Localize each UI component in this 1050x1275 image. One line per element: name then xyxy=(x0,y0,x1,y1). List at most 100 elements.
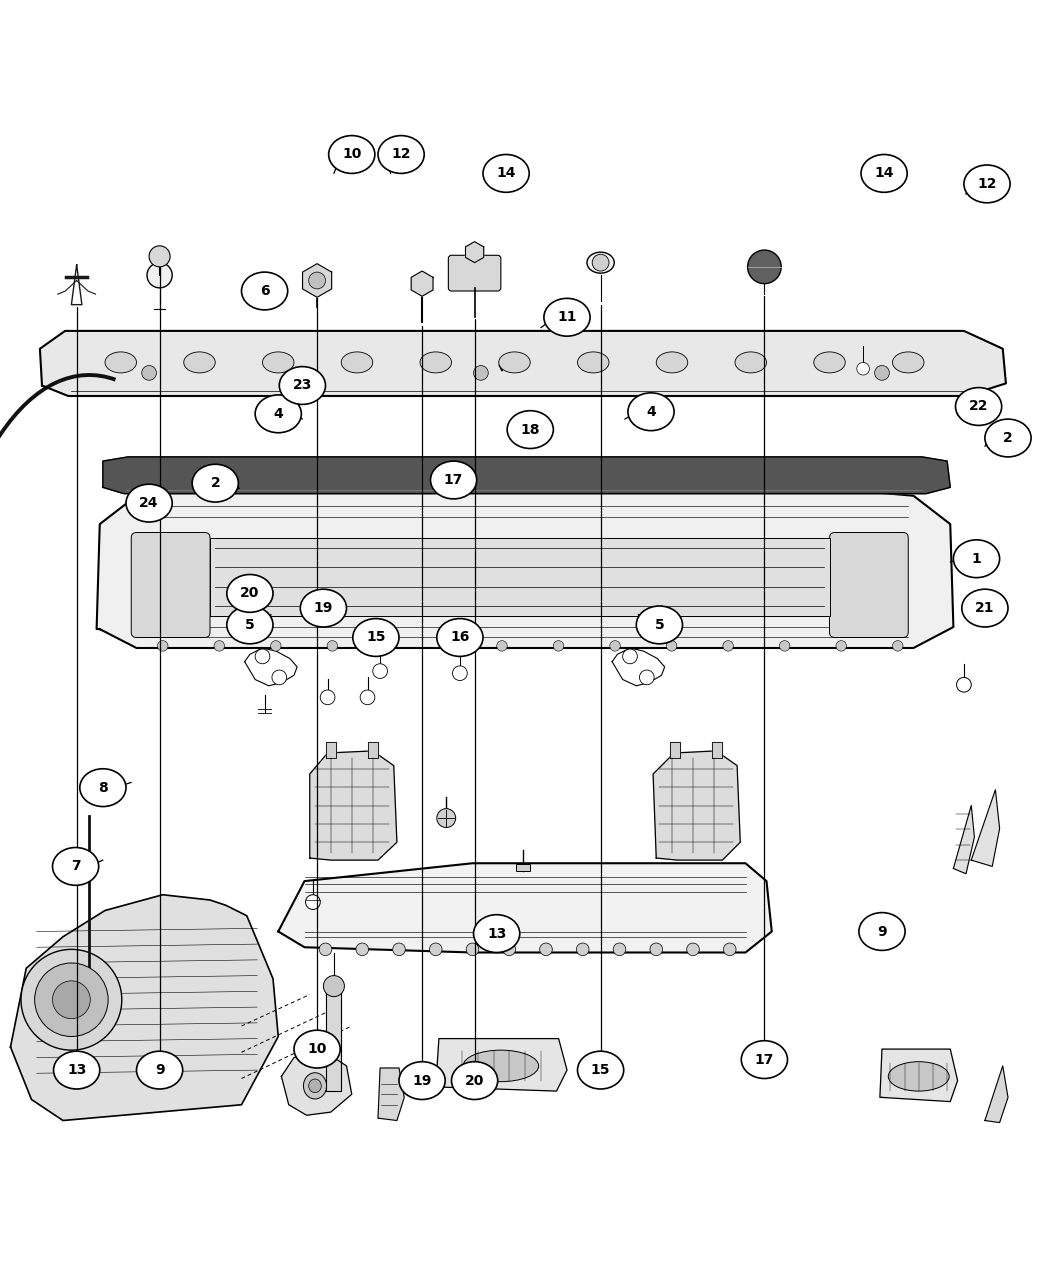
Ellipse shape xyxy=(892,352,924,372)
Circle shape xyxy=(271,640,281,652)
Circle shape xyxy=(875,366,889,380)
Ellipse shape xyxy=(507,411,553,449)
Text: 13: 13 xyxy=(67,1063,86,1077)
Circle shape xyxy=(639,671,654,685)
Circle shape xyxy=(576,944,589,956)
Polygon shape xyxy=(10,895,278,1121)
Circle shape xyxy=(149,246,170,266)
Circle shape xyxy=(857,362,869,375)
Text: 5: 5 xyxy=(654,618,665,632)
Circle shape xyxy=(214,640,225,652)
Text: 14: 14 xyxy=(497,167,516,180)
Ellipse shape xyxy=(964,164,1010,203)
Text: 19: 19 xyxy=(413,1074,432,1088)
Text: 15: 15 xyxy=(591,1063,610,1077)
Ellipse shape xyxy=(294,1030,340,1068)
Ellipse shape xyxy=(242,272,288,310)
Text: 21: 21 xyxy=(975,601,994,615)
Circle shape xyxy=(687,944,699,956)
Text: 11: 11 xyxy=(558,310,576,324)
Text: 22: 22 xyxy=(969,399,988,413)
Circle shape xyxy=(373,664,387,678)
Circle shape xyxy=(319,944,332,956)
Ellipse shape xyxy=(463,1051,539,1081)
Text: 23: 23 xyxy=(293,379,312,393)
Ellipse shape xyxy=(859,913,905,950)
Text: 15: 15 xyxy=(366,631,385,644)
Polygon shape xyxy=(97,469,953,648)
Circle shape xyxy=(360,690,375,705)
Polygon shape xyxy=(670,742,680,759)
FancyBboxPatch shape xyxy=(830,533,908,638)
Ellipse shape xyxy=(279,367,326,404)
Text: 2: 2 xyxy=(210,476,220,490)
Polygon shape xyxy=(210,538,830,617)
Ellipse shape xyxy=(741,1040,788,1079)
Circle shape xyxy=(553,640,564,652)
Ellipse shape xyxy=(953,539,1000,578)
Polygon shape xyxy=(310,751,397,861)
Text: 9: 9 xyxy=(877,924,887,938)
Ellipse shape xyxy=(985,419,1031,456)
Circle shape xyxy=(779,640,790,652)
Circle shape xyxy=(497,640,507,652)
Circle shape xyxy=(892,640,903,652)
Polygon shape xyxy=(953,806,974,873)
Text: 2: 2 xyxy=(1003,431,1013,445)
Text: 8: 8 xyxy=(98,780,108,794)
Ellipse shape xyxy=(353,618,399,657)
Text: 19: 19 xyxy=(314,601,333,615)
Circle shape xyxy=(723,944,736,956)
Ellipse shape xyxy=(452,1062,498,1099)
Circle shape xyxy=(21,950,122,1051)
Circle shape xyxy=(309,272,326,289)
Circle shape xyxy=(540,944,552,956)
Polygon shape xyxy=(103,456,950,493)
Polygon shape xyxy=(368,742,378,759)
Circle shape xyxy=(592,254,609,272)
Circle shape xyxy=(272,671,287,685)
Circle shape xyxy=(466,944,479,956)
Polygon shape xyxy=(436,1039,567,1091)
Circle shape xyxy=(650,944,663,956)
Text: 4: 4 xyxy=(646,404,656,418)
Circle shape xyxy=(836,640,846,652)
Text: 13: 13 xyxy=(487,927,506,941)
Ellipse shape xyxy=(430,462,477,499)
Polygon shape xyxy=(985,1066,1008,1122)
Polygon shape xyxy=(712,742,722,759)
Polygon shape xyxy=(412,272,433,296)
Text: 6: 6 xyxy=(259,284,270,298)
FancyBboxPatch shape xyxy=(131,533,210,638)
Ellipse shape xyxy=(437,618,483,657)
Text: 12: 12 xyxy=(392,148,411,162)
Text: 10: 10 xyxy=(308,1042,327,1056)
Ellipse shape xyxy=(956,388,1002,426)
Text: 20: 20 xyxy=(465,1074,484,1088)
Polygon shape xyxy=(653,751,740,861)
Circle shape xyxy=(722,640,733,652)
Ellipse shape xyxy=(309,1079,321,1093)
Text: 9: 9 xyxy=(154,1063,165,1077)
Circle shape xyxy=(52,980,90,1019)
Ellipse shape xyxy=(483,154,529,193)
Polygon shape xyxy=(880,1049,958,1102)
Circle shape xyxy=(667,640,677,652)
Text: 10: 10 xyxy=(342,148,361,162)
Text: 16: 16 xyxy=(450,631,469,644)
Circle shape xyxy=(957,677,971,692)
Polygon shape xyxy=(302,264,332,297)
Text: 24: 24 xyxy=(140,496,159,510)
Circle shape xyxy=(320,690,335,705)
Circle shape xyxy=(306,895,320,909)
Polygon shape xyxy=(971,789,1000,867)
Circle shape xyxy=(623,649,637,664)
Circle shape xyxy=(610,640,621,652)
Ellipse shape xyxy=(52,848,99,885)
Circle shape xyxy=(158,640,168,652)
Ellipse shape xyxy=(300,589,346,627)
Circle shape xyxy=(440,640,450,652)
Ellipse shape xyxy=(255,395,301,432)
Circle shape xyxy=(474,366,488,380)
Ellipse shape xyxy=(227,575,273,612)
